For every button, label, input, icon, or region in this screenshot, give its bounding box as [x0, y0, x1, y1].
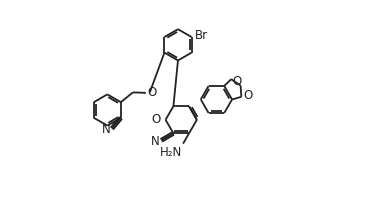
Text: O: O: [243, 89, 252, 102]
Text: N: N: [102, 123, 111, 136]
Text: H₂N: H₂N: [160, 146, 182, 159]
Text: N: N: [151, 135, 159, 148]
Text: O: O: [147, 86, 157, 99]
Text: O: O: [233, 75, 242, 88]
Text: Br: Br: [195, 29, 208, 42]
Text: O: O: [152, 113, 161, 126]
